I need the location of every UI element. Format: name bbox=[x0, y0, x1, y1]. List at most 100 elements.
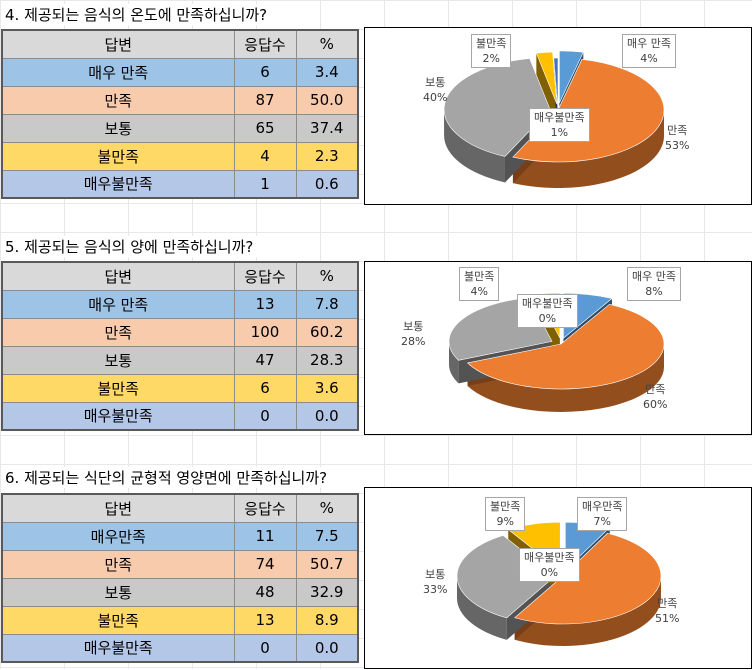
table-row: 매우 만족 6 3.4 bbox=[1, 57, 359, 87]
pie-slice-very-unsatisfied bbox=[553, 57, 559, 111]
table-row: 만족 87 50.0 bbox=[1, 85, 359, 115]
table-header-row: 답변 응답수 % bbox=[1, 29, 359, 59]
pie-wall-normal bbox=[449, 341, 459, 384]
pct-cell: 50.0 bbox=[295, 85, 359, 115]
data-label-normal: 보통 40% bbox=[423, 76, 448, 104]
question-title: 5. 제공되는 음식의 양에 만족하십니까? bbox=[5, 236, 258, 257]
table-row: 만족 74 50.7 bbox=[1, 549, 359, 579]
pie-slice-very-satisfied bbox=[559, 50, 584, 103]
pie-wall-satisfied bbox=[514, 576, 661, 646]
count-cell: 6 bbox=[233, 57, 297, 87]
answer-cell: 매우 만족 bbox=[1, 57, 235, 87]
table-row: 매우불만족 0 0.0 bbox=[1, 401, 359, 431]
table-row: 보통 47 28.3 bbox=[1, 345, 359, 375]
table-row: 불만족 13 8.9 bbox=[1, 605, 359, 635]
answer-cell: 불만족 bbox=[1, 605, 235, 635]
answer-cell: 보통 bbox=[1, 345, 235, 375]
pct-cell: 7.8 bbox=[295, 289, 359, 319]
pct-cell: 0.6 bbox=[295, 169, 359, 199]
header-count: 응답수 bbox=[233, 493, 297, 523]
header-pct: % bbox=[295, 493, 359, 523]
count-cell: 0 bbox=[233, 401, 297, 431]
pct-cell: 0.0 bbox=[295, 401, 359, 431]
table-row: 불만족 6 3.6 bbox=[1, 373, 359, 403]
answer-cell: 매우 만족 bbox=[1, 289, 235, 319]
pct-cell: 60.2 bbox=[295, 317, 359, 347]
count-cell: 74 bbox=[233, 549, 297, 579]
header-answer: 답변 bbox=[1, 261, 235, 291]
pct-cell: 37.4 bbox=[295, 113, 359, 143]
table-row: 보통 65 37.4 bbox=[1, 113, 359, 143]
answer-cell: 보통 bbox=[1, 113, 235, 143]
answer-cell: 불만족 bbox=[1, 373, 235, 403]
response-table: 답변 응답수 % 매우만족 11 7.5 만족 74 50.7 보통 48 32… bbox=[1, 493, 359, 663]
count-cell: 48 bbox=[233, 577, 297, 607]
pie-chart: 불만족 4% 매우 만족 8% 매우불만족 0% 보통 28% 만족 60% bbox=[364, 261, 752, 435]
pie-slice-satisfied bbox=[514, 532, 662, 625]
answer-cell: 만족 bbox=[1, 317, 235, 347]
count-cell: 13 bbox=[233, 289, 297, 319]
pct-cell: 28.3 bbox=[295, 345, 359, 375]
data-label-normal: 보통 33% bbox=[423, 568, 448, 596]
count-cell: 0 bbox=[233, 633, 297, 663]
table-row: 매우 만족 13 7.8 bbox=[1, 289, 359, 319]
count-cell: 13 bbox=[233, 605, 297, 635]
response-table: 답변 응답수 % 매우 만족 13 7.8 만족 100 60.2 보통 47 … bbox=[1, 261, 359, 431]
data-label-satisfied: 만족 51% bbox=[655, 597, 680, 625]
data-label-unsatisfied: 불만족 9% bbox=[485, 497, 526, 531]
data-label-very-unsatisfied: 매우불만족 0% bbox=[519, 548, 580, 582]
data-label-very-satisfied: 매우만족 7% bbox=[577, 497, 628, 531]
header-pct: % bbox=[295, 29, 359, 59]
pie-wall-satisfied bbox=[467, 344, 664, 412]
header-answer: 답변 bbox=[1, 29, 235, 59]
answer-cell: 매우만족 bbox=[1, 521, 235, 551]
answer-cell: 불만족 bbox=[1, 141, 235, 171]
pct-cell: 2.3 bbox=[295, 141, 359, 171]
answer-cell: 보통 bbox=[1, 577, 235, 607]
pie-wall-satisfied bbox=[512, 110, 664, 189]
count-cell: 11 bbox=[233, 521, 297, 551]
table-row: 매우만족 11 7.5 bbox=[1, 521, 359, 551]
count-cell: 6 bbox=[233, 373, 297, 403]
count-cell: 1 bbox=[233, 169, 297, 199]
pct-cell: 8.9 bbox=[295, 605, 359, 635]
header-count: 응답수 bbox=[233, 29, 297, 59]
answer-cell: 매우불만족 bbox=[1, 633, 235, 663]
table-row: 불만족 4 2.3 bbox=[1, 141, 359, 171]
data-label-unsatisfied: 불만족 4% bbox=[459, 267, 500, 301]
answer-cell: 매우불만족 bbox=[1, 169, 235, 199]
data-label-very-unsatisfied: 매우불만족 1% bbox=[529, 108, 590, 142]
question-title: 4. 제공되는 음식의 온도에 만족하십니까? bbox=[5, 4, 272, 25]
count-cell: 87 bbox=[233, 85, 297, 115]
header-answer: 답변 bbox=[1, 493, 235, 523]
pie-chart: 불만족 9% 매우만족 7% 매우불만족 0% 보통 33% 만족 51% bbox=[364, 487, 752, 669]
pct-cell: 7.5 bbox=[295, 521, 359, 551]
response-table: 답변 응답수 % 매우 만족 6 3.4 만족 87 50.0 보통 65 37… bbox=[1, 29, 359, 199]
answer-cell: 만족 bbox=[1, 85, 235, 115]
pie-chart: 불만족 2% 매우 만족 4% 보통 40% 매우불만족 1% 만족 53% bbox=[364, 27, 752, 205]
header-pct: % bbox=[295, 261, 359, 291]
count-cell: 47 bbox=[233, 345, 297, 375]
pie-slice-unsatisfied bbox=[535, 51, 558, 105]
pct-cell: 32.9 bbox=[295, 577, 359, 607]
pct-cell: 3.6 bbox=[295, 373, 359, 403]
data-label-normal: 보통 28% bbox=[401, 320, 426, 348]
table-row: 만족 100 60.2 bbox=[1, 317, 359, 347]
count-cell: 4 bbox=[233, 141, 297, 171]
data-label-unsatisfied: 불만족 2% bbox=[471, 34, 512, 68]
pct-cell: 50.7 bbox=[295, 549, 359, 579]
table-row: 보통 48 32.9 bbox=[1, 577, 359, 607]
table-row: 매우불만족 0 0.0 bbox=[1, 633, 359, 663]
pct-cell: 0.0 bbox=[295, 633, 359, 663]
data-label-satisfied: 만족 53% bbox=[665, 124, 690, 152]
data-label-very-satisfied: 매우 만족 8% bbox=[627, 267, 681, 301]
count-cell: 100 bbox=[233, 317, 297, 347]
question-title: 6. 제공되는 식단의 균형적 영양면에 만족하십니까? bbox=[5, 467, 332, 488]
table-row: 매우불만족 1 0.6 bbox=[1, 169, 359, 199]
data-label-very-unsatisfied: 매우불만족 0% bbox=[517, 294, 578, 328]
data-label-very-satisfied: 매우 만족 4% bbox=[622, 34, 676, 68]
header-count: 응답수 bbox=[233, 261, 297, 291]
data-label-satisfied: 만족 60% bbox=[643, 383, 668, 411]
pct-cell: 3.4 bbox=[295, 57, 359, 87]
pie-wall-normal bbox=[457, 576, 507, 640]
